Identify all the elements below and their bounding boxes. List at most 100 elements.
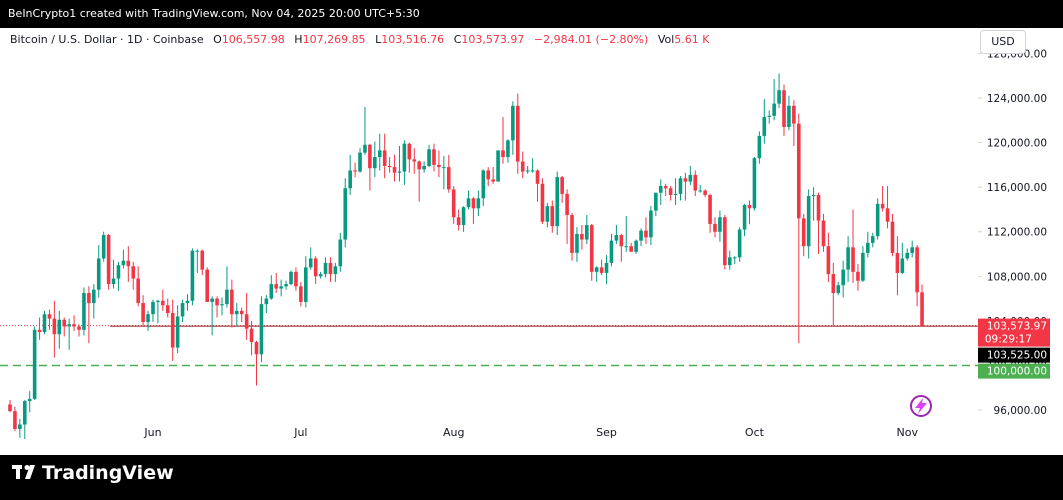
y-tick-label: 108,000.00 [987, 271, 1047, 283]
candle-body [358, 152, 362, 172]
candle-body [343, 188, 348, 240]
currency-button[interactable]: USD [980, 30, 1026, 54]
candle-body [195, 250, 200, 252]
candle-body [580, 233, 584, 240]
candle-body [338, 239, 343, 267]
legend-key: C [453, 33, 462, 46]
candle-body [752, 158, 757, 209]
candle-body [491, 179, 495, 182]
legend-value: 106,557.98 [221, 33, 285, 46]
candle-body [570, 215, 574, 253]
candle-body [402, 143, 407, 172]
candle-body [382, 150, 387, 166]
candle-body [328, 262, 333, 275]
candle-body [816, 194, 821, 221]
candle-body [846, 247, 850, 270]
price-label-box [978, 318, 1050, 347]
candle-body [37, 329, 42, 333]
candle-body [67, 324, 71, 327]
candle-body [856, 271, 860, 281]
candle-body [96, 258, 101, 290]
candle-body [397, 171, 402, 173]
candle-body [506, 140, 510, 158]
candle-body [392, 167, 397, 173]
candle-body [323, 262, 328, 275]
candle-body [161, 300, 165, 306]
candle-body [481, 170, 486, 199]
legend-key: Vol [657, 33, 675, 46]
candle-body [249, 328, 254, 343]
candle-body [427, 149, 431, 166]
candle-body [451, 189, 456, 218]
candle-body [57, 319, 62, 335]
candle-body [200, 250, 205, 270]
x-tick-label: Jul [293, 426, 307, 439]
candle-body [870, 236, 875, 243]
candle-body [225, 289, 229, 305]
candle-body [688, 174, 693, 182]
candle-body [87, 293, 91, 304]
candle-body [698, 190, 702, 192]
candle-body [792, 105, 796, 124]
candle-body [624, 246, 629, 248]
symbol-title: Bitcoin / U.S. Dollar · 1D · Coinbase [10, 33, 204, 46]
candle-body [239, 310, 244, 315]
candle-body [801, 218, 806, 247]
chart-background [0, 28, 1063, 455]
candle-body [308, 258, 313, 268]
candle-body [530, 170, 535, 172]
candle-body [890, 221, 895, 253]
legend-volume: 5.61 K [674, 33, 710, 46]
candle-body [190, 250, 195, 301]
candle-body [900, 258, 905, 273]
y-tick-label: 120,000.00 [987, 138, 1047, 150]
candle-body [589, 225, 594, 272]
candle-body [92, 289, 96, 304]
candle-body [348, 170, 352, 189]
candle-body [8, 404, 12, 412]
candle-body [880, 203, 885, 209]
candle-body [703, 190, 707, 195]
candle-body [146, 314, 150, 322]
candle-body [254, 342, 259, 355]
candle-body [353, 170, 357, 172]
candle-body [831, 274, 836, 294]
candle-body [861, 252, 865, 281]
candle-body [437, 164, 441, 168]
candle-body [683, 178, 688, 182]
candle-body [175, 316, 180, 348]
candle-body [895, 252, 900, 273]
candle-body [732, 257, 737, 259]
candle-body [540, 183, 545, 222]
candle-body [787, 105, 791, 127]
candle-body [555, 177, 560, 227]
candle-body [156, 300, 160, 302]
candle-body [141, 303, 145, 322]
candle-body [27, 398, 32, 402]
candle-body [777, 90, 781, 104]
candle-body [294, 271, 298, 287]
candle-body [866, 242, 870, 253]
candle-body [511, 105, 515, 141]
candle-body [654, 192, 658, 211]
candle-body [644, 230, 648, 238]
legend-change: −2,984.01 (−2.80%) [533, 33, 649, 46]
candle-body [737, 229, 742, 258]
candle-body [333, 266, 338, 275]
candle-body [121, 260, 126, 266]
candle-body [77, 326, 81, 330]
candle-body [136, 278, 140, 304]
legend-key: H [294, 33, 303, 46]
candle-body [663, 186, 668, 189]
candle-body [269, 284, 274, 299]
candle-body [432, 149, 436, 165]
candle-body [782, 90, 786, 127]
candle-body [407, 143, 412, 160]
candle-body [910, 247, 914, 253]
x-tick-label: Jun [143, 426, 161, 439]
candle-body [417, 161, 421, 170]
candle-body [767, 115, 772, 117]
x-tick-label: Sep [596, 426, 617, 439]
candle-body [718, 217, 722, 232]
